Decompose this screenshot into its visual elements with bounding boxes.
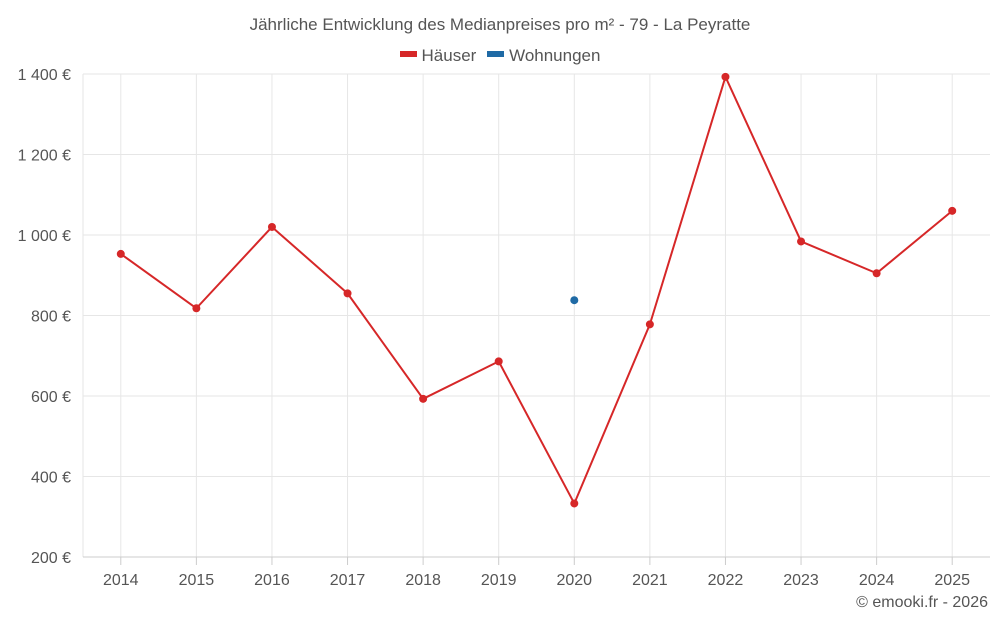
grid-lines	[82, 73, 990, 557]
credit-text: © emooki.fr - 2026	[856, 594, 988, 611]
x-tick-label: 2023	[783, 572, 819, 589]
legend-label-haeuser: Häuser	[421, 45, 477, 65]
x-tick-label: 2021	[632, 572, 668, 589]
legend-item-haeuser[interactable]: Häuser	[399, 45, 477, 66]
x-tick-label: 2017	[330, 572, 366, 589]
data-point-h-user-2016[interactable]	[267, 222, 276, 231]
y-tick-label: 400 €	[31, 470, 71, 487]
x-tick-label: 2015	[179, 572, 215, 589]
legend-swatch-wohnungen	[487, 51, 505, 58]
y-tick-label: 200 €	[31, 550, 71, 567]
legend-item-wohnungen[interactable]: Wohnungen	[487, 46, 600, 66]
x-tick-label: 2018	[405, 572, 441, 589]
data-point-h-user-2014[interactable]	[116, 249, 125, 258]
x-axis-ticks: 2014 2015 2016 2017 2018 2019 2020 2021 2022 2023…	[103, 572, 970, 589]
legend-swatch-haeuser	[399, 51, 417, 58]
data-point-h-user-2021[interactable]	[645, 320, 654, 329]
series-line-h-user	[120, 75, 953, 505]
data-point-h-user-2022[interactable]	[721, 72, 730, 81]
x-tick-label: 2020	[556, 572, 592, 589]
data-point-h-user-2025[interactable]	[948, 206, 957, 215]
series	[116, 72, 957, 508]
legend-label-wohnungen: Wohnungen	[509, 45, 601, 65]
y-tick-label: 1 200 €	[18, 148, 71, 165]
data-point-h-user-2023[interactable]	[797, 237, 806, 246]
y-tick-label: 1 000 €	[18, 228, 71, 245]
data-point-h-user-2015[interactable]	[192, 304, 201, 313]
y-tick-label: 1 400 €	[18, 67, 71, 84]
series-wohnungen	[570, 296, 579, 305]
series-h-user	[116, 72, 957, 508]
data-point-h-user-2024[interactable]	[872, 269, 881, 278]
axes	[83, 556, 990, 565]
data-point-wohnungen-2020[interactable]	[570, 296, 579, 305]
x-tick-label: 2025	[934, 572, 970, 589]
chart-title: Jährliche Entwicklung des Medianpreises …	[249, 15, 751, 34]
data-point-h-user-2017[interactable]	[343, 289, 352, 298]
data-point-h-user-2018[interactable]	[419, 394, 428, 403]
y-tick-label: 600 €	[31, 389, 71, 406]
y-tick-label: 800 €	[31, 309, 71, 326]
x-tick-label: 2016	[254, 572, 290, 589]
y-axis-ticks: 200 € 400 € 600 € 800 € 1 000 € 1 200 € 1 400 …	[18, 67, 71, 567]
legend: Häuser Wohnungen	[0, 45, 1000, 66]
x-tick-label: 2014	[103, 572, 139, 589]
x-tick-label: 2022	[708, 572, 744, 589]
data-point-h-user-2019[interactable]	[494, 357, 503, 366]
data-point-h-user-2020[interactable]	[570, 499, 579, 508]
x-tick-label: 2024	[859, 572, 895, 589]
x-tick-label: 2019	[481, 572, 517, 589]
